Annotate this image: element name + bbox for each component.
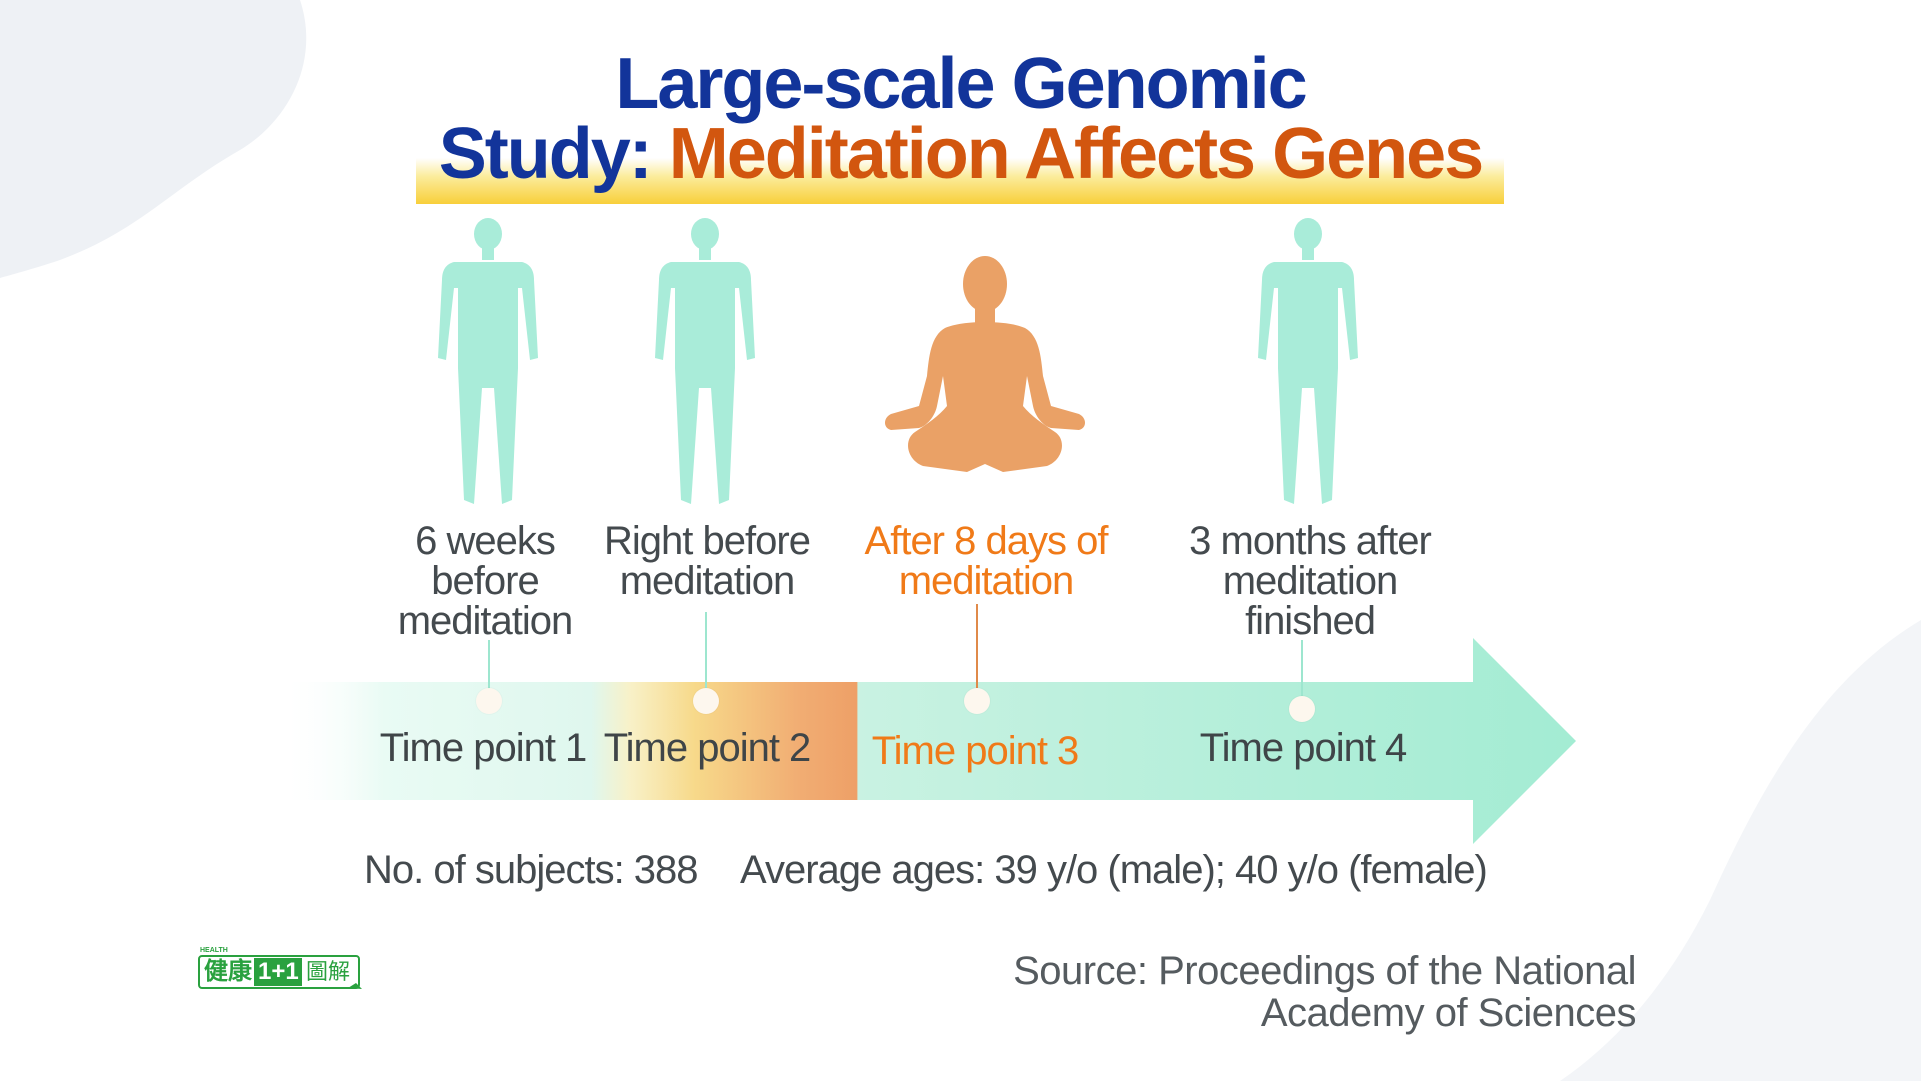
meditating-person-icon bbox=[885, 256, 1085, 472]
label-line: 3 months after bbox=[1189, 519, 1432, 563]
label-line: meditation bbox=[397, 599, 574, 643]
label-line: finished bbox=[1245, 599, 1376, 643]
logo-badge bbox=[198, 955, 362, 989]
label-line: meditation bbox=[619, 559, 796, 603]
average-ages: Average ages: 39 y/o (male); 40 y/o (fem… bbox=[740, 848, 1488, 892]
timeline-arrow bbox=[280, 638, 1576, 844]
timeline-label-4: 3 months after meditation finished bbox=[1150, 521, 1470, 641]
label-line: before bbox=[431, 559, 539, 603]
title-line-2-highlight: Meditation Affects Genes bbox=[668, 114, 1484, 194]
title-highlight-bar bbox=[416, 158, 1504, 204]
timeline-dot-2 bbox=[693, 688, 719, 714]
source-citation: Source: Proceedings of the National Acad… bbox=[1013, 950, 1636, 1034]
standing-person-icon bbox=[438, 218, 538, 504]
time-point-4: Time point 4 bbox=[1199, 726, 1408, 770]
label-line: 6 weeks bbox=[415, 519, 556, 563]
label-line: meditation bbox=[898, 559, 1075, 603]
time-point-3: Time point 3 bbox=[871, 729, 1080, 773]
logo-small-text: HEALTH bbox=[200, 947, 228, 954]
source-line: Source: Proceedings of the National bbox=[1013, 949, 1636, 993]
source-line: Academy of Sciences bbox=[1260, 991, 1637, 1035]
timeline-dot-4 bbox=[1289, 696, 1315, 722]
logo-text-left: 健康 bbox=[204, 958, 252, 985]
standing-person-icon bbox=[1258, 218, 1358, 504]
title-line-2: Study: Meditation Affects Genes bbox=[0, 118, 1921, 190]
health-logo: HEALTH 健康 1+1 圖解 bbox=[198, 947, 362, 989]
timeline-label-2: Right before meditation bbox=[572, 521, 842, 601]
timeline-stem-3 bbox=[976, 604, 978, 688]
title-line-1: Large-scale Genomic bbox=[615, 44, 1307, 124]
background-blob-top-left bbox=[0, 0, 307, 278]
timeline-stem-1 bbox=[488, 640, 490, 690]
standing-person-icon bbox=[655, 218, 755, 504]
timeline-stem-4 bbox=[1301, 640, 1303, 696]
label-line: meditation bbox=[1222, 559, 1399, 603]
subjects-count: No. of subjects: 388 bbox=[364, 848, 699, 892]
logo-text-right: 圖解 bbox=[306, 959, 351, 984]
title-line-2-prefix: Study: bbox=[438, 114, 669, 194]
timeline-dot-3 bbox=[964, 688, 990, 714]
label-line: Right before bbox=[604, 519, 811, 563]
time-point-2: Time point 2 bbox=[603, 726, 812, 770]
timeline-label-1: 6 weeks before meditation bbox=[340, 521, 630, 641]
logo-text-mid: 1+1 bbox=[258, 958, 299, 985]
timeline-dot-1 bbox=[476, 688, 502, 714]
label-line: After 8 days of bbox=[864, 519, 1109, 563]
time-point-1: Time point 1 bbox=[379, 726, 588, 770]
timeline-label-3: After 8 days of meditation bbox=[836, 521, 1136, 601]
background-blob-bottom-right bbox=[1560, 620, 1921, 1081]
timeline-stem-2 bbox=[705, 612, 707, 688]
